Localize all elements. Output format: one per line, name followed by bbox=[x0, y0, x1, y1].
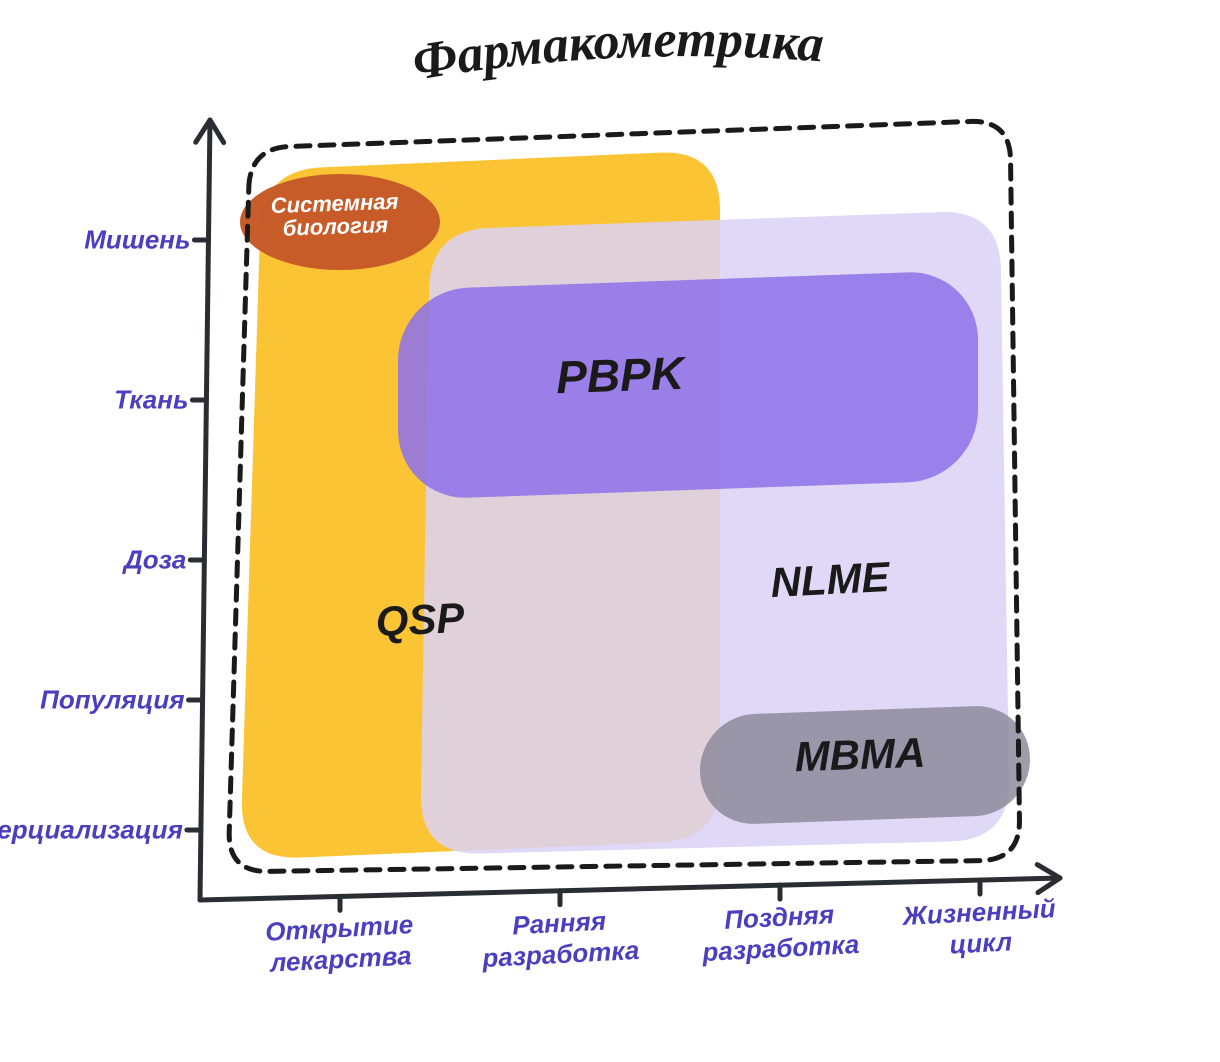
label-nlme: NLME bbox=[769, 553, 890, 607]
diagram-canvas: Фармакометрика Мишень Ткань Доза Популяция К… bbox=[0, 0, 1220, 1062]
x-tick-label: Ранняя разработка bbox=[480, 904, 640, 974]
y-axis bbox=[200, 120, 210, 900]
y-tick-label: Мишень bbox=[84, 225, 190, 256]
y-tick-label: Популяция bbox=[40, 685, 184, 716]
x-tick-label: Открытие лекарства bbox=[264, 910, 415, 980]
y-tick-label: Ткань bbox=[114, 385, 188, 416]
y-tick-label: Доза bbox=[124, 545, 186, 576]
label-qsp: QSP bbox=[374, 594, 465, 647]
label-sysbio: Системная биология bbox=[270, 190, 399, 241]
x-axis bbox=[200, 878, 1060, 900]
y-tick-label: Коммерциализация bbox=[0, 815, 183, 846]
label-pbpk: PBPK bbox=[555, 346, 685, 404]
x-tick-label: Поздняя разработка bbox=[700, 898, 860, 968]
x-tick-label: Жизненный цикл bbox=[902, 893, 1058, 963]
label-mbma: MBMA bbox=[794, 729, 926, 782]
region-pbpk bbox=[398, 270, 978, 500]
diagram-title: Фармакометрика bbox=[409, 11, 826, 92]
